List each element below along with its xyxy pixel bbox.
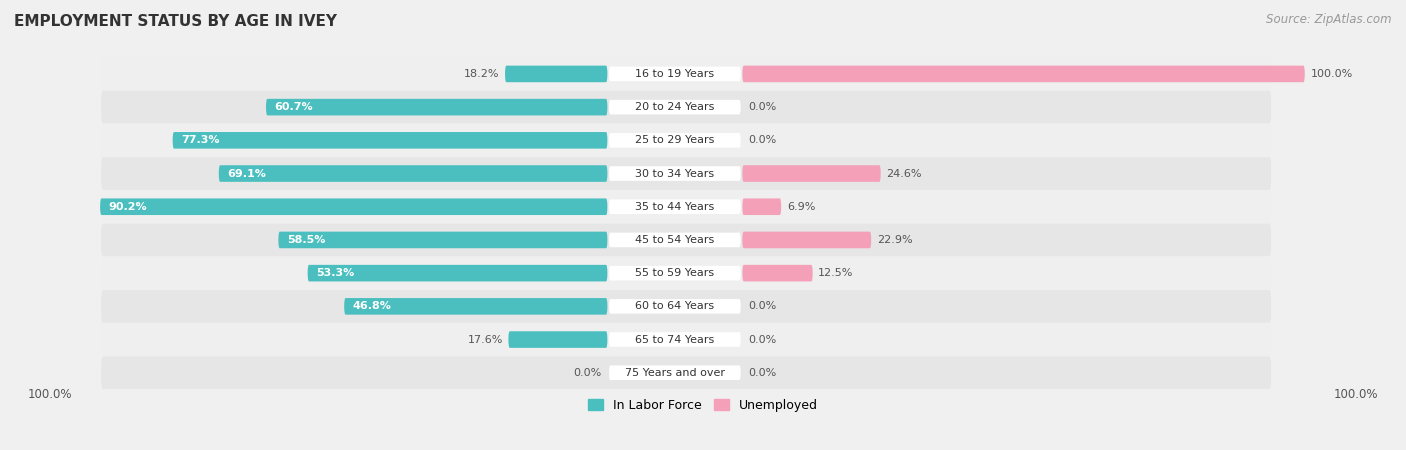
FancyBboxPatch shape	[505, 66, 607, 82]
Text: 46.8%: 46.8%	[353, 302, 391, 311]
FancyBboxPatch shape	[101, 157, 1271, 190]
Text: Source: ZipAtlas.com: Source: ZipAtlas.com	[1267, 14, 1392, 27]
Text: 0.0%: 0.0%	[748, 368, 776, 378]
FancyBboxPatch shape	[266, 99, 607, 116]
Text: 35 to 44 Years: 35 to 44 Years	[636, 202, 714, 212]
Text: 60.7%: 60.7%	[274, 102, 314, 112]
Text: 30 to 34 Years: 30 to 34 Years	[636, 169, 714, 179]
FancyBboxPatch shape	[509, 331, 607, 348]
FancyBboxPatch shape	[101, 190, 1271, 223]
Text: 0.0%: 0.0%	[574, 368, 602, 378]
FancyBboxPatch shape	[101, 257, 1271, 289]
Text: 55 to 59 Years: 55 to 59 Years	[636, 268, 714, 278]
Text: 45 to 54 Years: 45 to 54 Years	[636, 235, 714, 245]
FancyBboxPatch shape	[100, 198, 607, 215]
Text: 90.2%: 90.2%	[108, 202, 148, 212]
Text: 18.2%: 18.2%	[464, 69, 499, 79]
FancyBboxPatch shape	[609, 67, 741, 81]
Text: 0.0%: 0.0%	[748, 334, 776, 345]
Text: 100.0%: 100.0%	[28, 388, 73, 401]
Text: 75 Years and over: 75 Years and over	[624, 368, 725, 378]
Text: 17.6%: 17.6%	[467, 334, 503, 345]
FancyBboxPatch shape	[308, 265, 607, 281]
FancyBboxPatch shape	[173, 132, 607, 148]
FancyBboxPatch shape	[609, 233, 741, 247]
FancyBboxPatch shape	[101, 224, 1271, 256]
FancyBboxPatch shape	[101, 91, 1271, 123]
Text: 20 to 24 Years: 20 to 24 Years	[636, 102, 714, 112]
FancyBboxPatch shape	[609, 365, 741, 380]
FancyBboxPatch shape	[101, 290, 1271, 323]
FancyBboxPatch shape	[742, 232, 872, 248]
FancyBboxPatch shape	[609, 100, 741, 114]
Text: EMPLOYMENT STATUS BY AGE IN IVEY: EMPLOYMENT STATUS BY AGE IN IVEY	[14, 14, 337, 28]
FancyBboxPatch shape	[101, 124, 1271, 157]
Text: 65 to 74 Years: 65 to 74 Years	[636, 334, 714, 345]
Text: 53.3%: 53.3%	[316, 268, 354, 278]
FancyBboxPatch shape	[219, 165, 607, 182]
FancyBboxPatch shape	[609, 199, 741, 214]
Text: 69.1%: 69.1%	[228, 169, 266, 179]
FancyBboxPatch shape	[742, 165, 880, 182]
Text: 6.9%: 6.9%	[787, 202, 815, 212]
Text: 100.0%: 100.0%	[1310, 69, 1353, 79]
FancyBboxPatch shape	[609, 332, 741, 347]
FancyBboxPatch shape	[742, 66, 1305, 82]
Text: 0.0%: 0.0%	[748, 135, 776, 145]
FancyBboxPatch shape	[609, 133, 741, 148]
FancyBboxPatch shape	[101, 323, 1271, 356]
Text: 100.0%: 100.0%	[1333, 388, 1378, 401]
FancyBboxPatch shape	[609, 266, 741, 280]
Text: 22.9%: 22.9%	[877, 235, 912, 245]
Text: 24.6%: 24.6%	[886, 169, 922, 179]
Text: 77.3%: 77.3%	[181, 135, 219, 145]
FancyBboxPatch shape	[101, 356, 1271, 389]
Text: 0.0%: 0.0%	[748, 102, 776, 112]
FancyBboxPatch shape	[609, 166, 741, 181]
Text: 12.5%: 12.5%	[818, 268, 853, 278]
Text: 0.0%: 0.0%	[748, 302, 776, 311]
FancyBboxPatch shape	[101, 58, 1271, 90]
Text: 25 to 29 Years: 25 to 29 Years	[636, 135, 714, 145]
Text: 58.5%: 58.5%	[287, 235, 325, 245]
Legend: In Labor Force, Unemployed: In Labor Force, Unemployed	[583, 394, 823, 417]
Text: 60 to 64 Years: 60 to 64 Years	[636, 302, 714, 311]
Text: 16 to 19 Years: 16 to 19 Years	[636, 69, 714, 79]
FancyBboxPatch shape	[278, 232, 607, 248]
FancyBboxPatch shape	[742, 265, 813, 281]
FancyBboxPatch shape	[344, 298, 607, 315]
FancyBboxPatch shape	[609, 299, 741, 314]
FancyBboxPatch shape	[742, 198, 782, 215]
